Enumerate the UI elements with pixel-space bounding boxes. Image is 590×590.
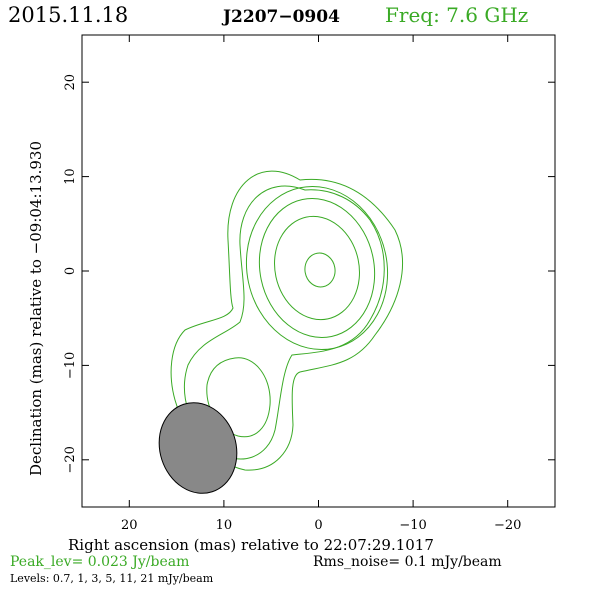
source-name: J2207−0904 — [221, 7, 340, 27]
contour-level-1 — [184, 185, 385, 460]
contour-level-5 — [258, 198, 376, 338]
x-axis: 20 10 0 −10 −20 — [121, 35, 521, 533]
plot-frame — [81, 34, 556, 508]
rms-noise: Rms_noise= 0.1 mJy/beam — [313, 554, 502, 570]
y-axis: 20 10 0 −10 −20 — [63, 74, 555, 474]
x-tick-label: 0 — [314, 518, 322, 533]
contour-level-0.7 — [170, 170, 403, 471]
peak-level: Peak_lev= 0.023 Jy/beam — [10, 554, 189, 570]
x-tick-label: 20 — [121, 518, 138, 533]
frequency-label: Freq: 7.6 GHz — [385, 3, 528, 27]
y-axis-title: Declination (mas) relative to −09:04:13.… — [27, 141, 45, 476]
contour-lines — [170, 170, 403, 471]
y-tick-label: 10 — [63, 168, 78, 185]
observation-date: 2015.11.18 — [8, 3, 128, 27]
y-tick-label: 20 — [63, 74, 78, 91]
x-axis-title: Right ascension (mas) relative to 22:07:… — [68, 536, 434, 554]
y-tick-label: −10 — [63, 352, 78, 379]
y-tick-label: −20 — [63, 446, 78, 473]
x-tick-label: −20 — [494, 518, 521, 533]
contour-level-21 — [304, 252, 336, 288]
contour-level-11 — [274, 215, 360, 321]
secondary-component-contour — [206, 357, 271, 438]
x-tick-label: −10 — [399, 518, 426, 533]
contour-level-3 — [245, 185, 389, 351]
contour-levels: Levels: 0.7, 1, 3, 5, 11, 21 mJy/beam — [10, 572, 214, 585]
beam-ellipse — [158, 402, 238, 494]
x-tick-label: 10 — [216, 518, 233, 533]
y-tick-label: 0 — [63, 267, 78, 275]
